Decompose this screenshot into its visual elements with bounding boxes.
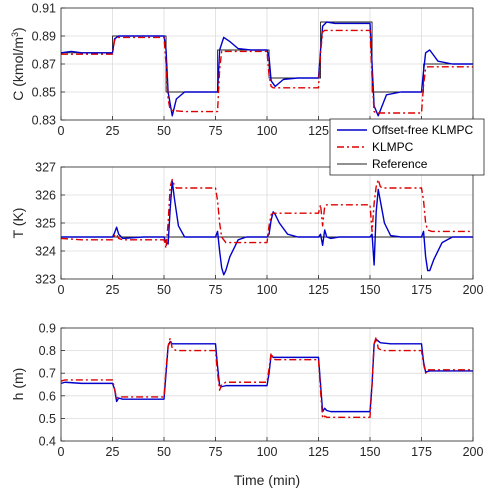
y-axis-label: C (kmol/m3) [10,27,26,100]
y-tick-label: 0.83 [32,114,56,128]
series-line-klmpc [61,29,473,114]
x-tick-label: 50 [157,445,171,459]
x-tick-label: 50 [157,283,171,297]
x-tick-label: 175 [411,283,432,297]
series-group [60,336,473,420]
y-axis-label: T (K) [10,208,26,239]
series-line-offset-free [60,21,473,117]
y-tick-label: 325 [35,217,56,231]
legend-label-klmpc: KLMPC [372,140,414,154]
y-tick-label: 0.6 [39,389,56,403]
y-tick-label: 324 [35,245,56,259]
x-tick-label: 100 [257,445,278,459]
y-tick-label: 0.85 [32,86,56,100]
y-tick-label: 0.8 [39,344,56,358]
y-tick-label: 323 [35,273,56,287]
x-tick-label: 175 [411,445,432,459]
x-tick-label: 125 [308,124,329,138]
y-tick-label: 0.89 [32,30,56,44]
series-group [60,178,473,276]
x-axis-label: Time (min) [234,472,300,488]
y-tick-labels: 0.4 0.5 0.6 0.7 0.8 0.9 [39,322,65,449]
x-tick-label: 0 [58,124,65,138]
x-tick-label: 100 [257,124,278,138]
x-tick-labels: 0 25 50 75 100 125 150 175 200 [58,275,484,297]
x-tick-label: 75 [209,445,223,459]
y-tick-labels: 323 324 325 326 327 [35,161,65,287]
series-group [60,21,473,117]
x-tick-label: 25 [106,283,120,297]
x-tick-label: 125 [308,445,329,459]
y-tick-labels: 0.83 0.85 0.87 0.89 0.91 [32,2,65,128]
x-tick-label: 0 [58,445,65,459]
y-axis-label: h (m) [10,368,26,401]
panel-height: 0 25 50 75 100 125 150 175 200 0.40.50.60.70.80.… [10,322,483,460]
x-tick-label: 25 [106,124,120,138]
y-tick-label: 0.87 [32,58,56,72]
x-tick-label: 150 [360,283,381,297]
x-tick-label: 25 [106,445,120,459]
y-tick-label: 0.4 [39,435,56,449]
y-tick-label: 0.91 [32,2,56,16]
x-tick-labels: 0 25 50 75 100 125 150 175 200 [58,437,484,459]
legend-label-offset-free: Offset-free KLMPC [372,123,473,137]
x-tick-label: 50 [157,124,171,138]
x-tick-label: 150 [360,445,381,459]
legend-label-reference: Reference [372,157,428,171]
panel-temperature: 0 25 50 75 100 125 150 175 200 323 324 325 326 327 T… [10,161,483,298]
x-tick-label: 125 [308,283,329,297]
x-tick-label: 75 [209,283,223,297]
series-line-klmpc [60,336,473,420]
y-tick-label: 326 [35,189,56,203]
series-line-klmpc [60,178,473,249]
legend: Offset-free KLMPC KLMPC Reference [329,118,485,176]
y-tick-label: 0.7 [39,367,56,381]
x-tick-label: 75 [209,124,223,138]
x-tick-label: 200 [463,445,484,459]
x-tick-label: 200 [463,283,484,297]
y-tick-label: 0.9 [39,322,56,336]
y-tick-label: 327 [35,161,56,175]
y-tick-label: 0.5 [39,412,56,426]
x-tick-label: 0 [58,283,65,297]
x-tick-label: 100 [257,283,278,297]
